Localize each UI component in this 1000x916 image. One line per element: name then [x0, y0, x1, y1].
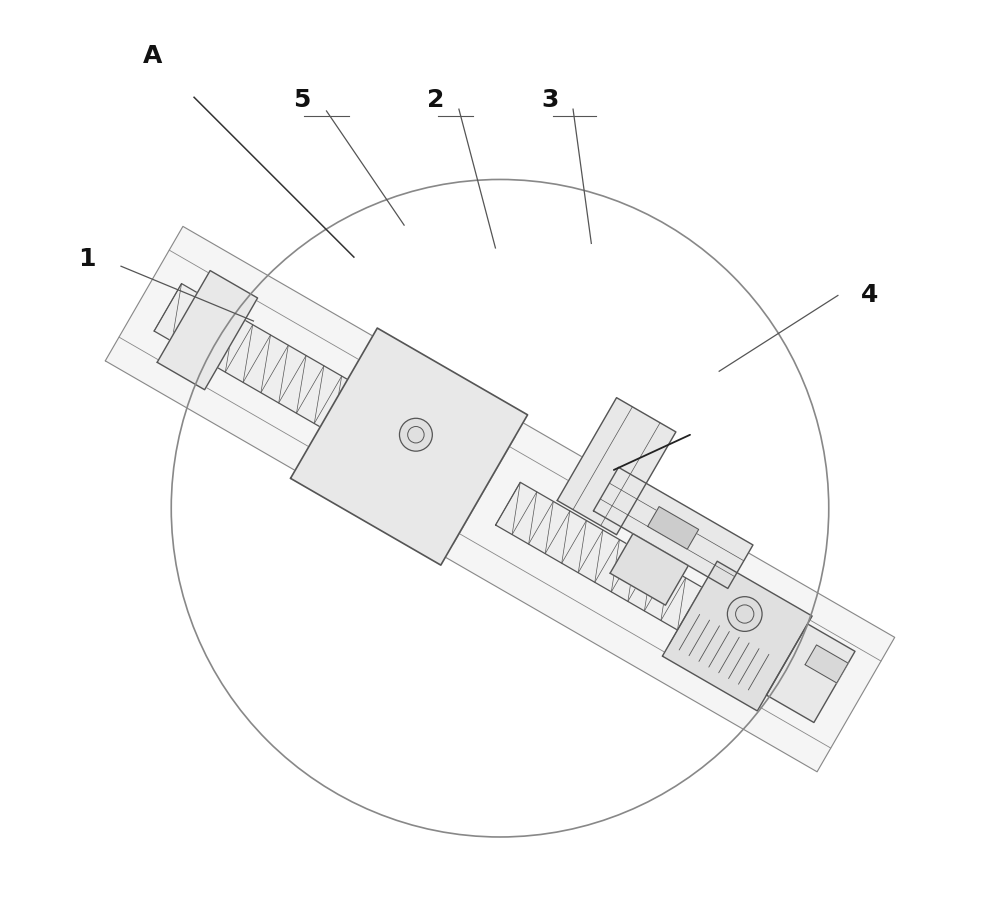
Text: 4: 4: [861, 283, 879, 308]
Text: 3: 3: [542, 88, 559, 112]
Polygon shape: [610, 534, 688, 605]
Polygon shape: [557, 398, 676, 535]
Polygon shape: [105, 226, 895, 772]
Text: 1: 1: [78, 247, 96, 271]
Text: 2: 2: [427, 88, 445, 112]
Polygon shape: [805, 645, 848, 683]
Polygon shape: [648, 507, 699, 550]
Polygon shape: [496, 483, 702, 630]
Text: A: A: [143, 44, 163, 68]
Circle shape: [727, 596, 762, 631]
Polygon shape: [662, 562, 812, 711]
Polygon shape: [414, 413, 515, 544]
Circle shape: [399, 419, 432, 452]
Polygon shape: [593, 467, 753, 588]
Polygon shape: [766, 624, 855, 723]
Polygon shape: [154, 284, 466, 496]
Polygon shape: [157, 270, 258, 389]
Text: 5: 5: [293, 88, 311, 112]
Polygon shape: [291, 328, 528, 565]
